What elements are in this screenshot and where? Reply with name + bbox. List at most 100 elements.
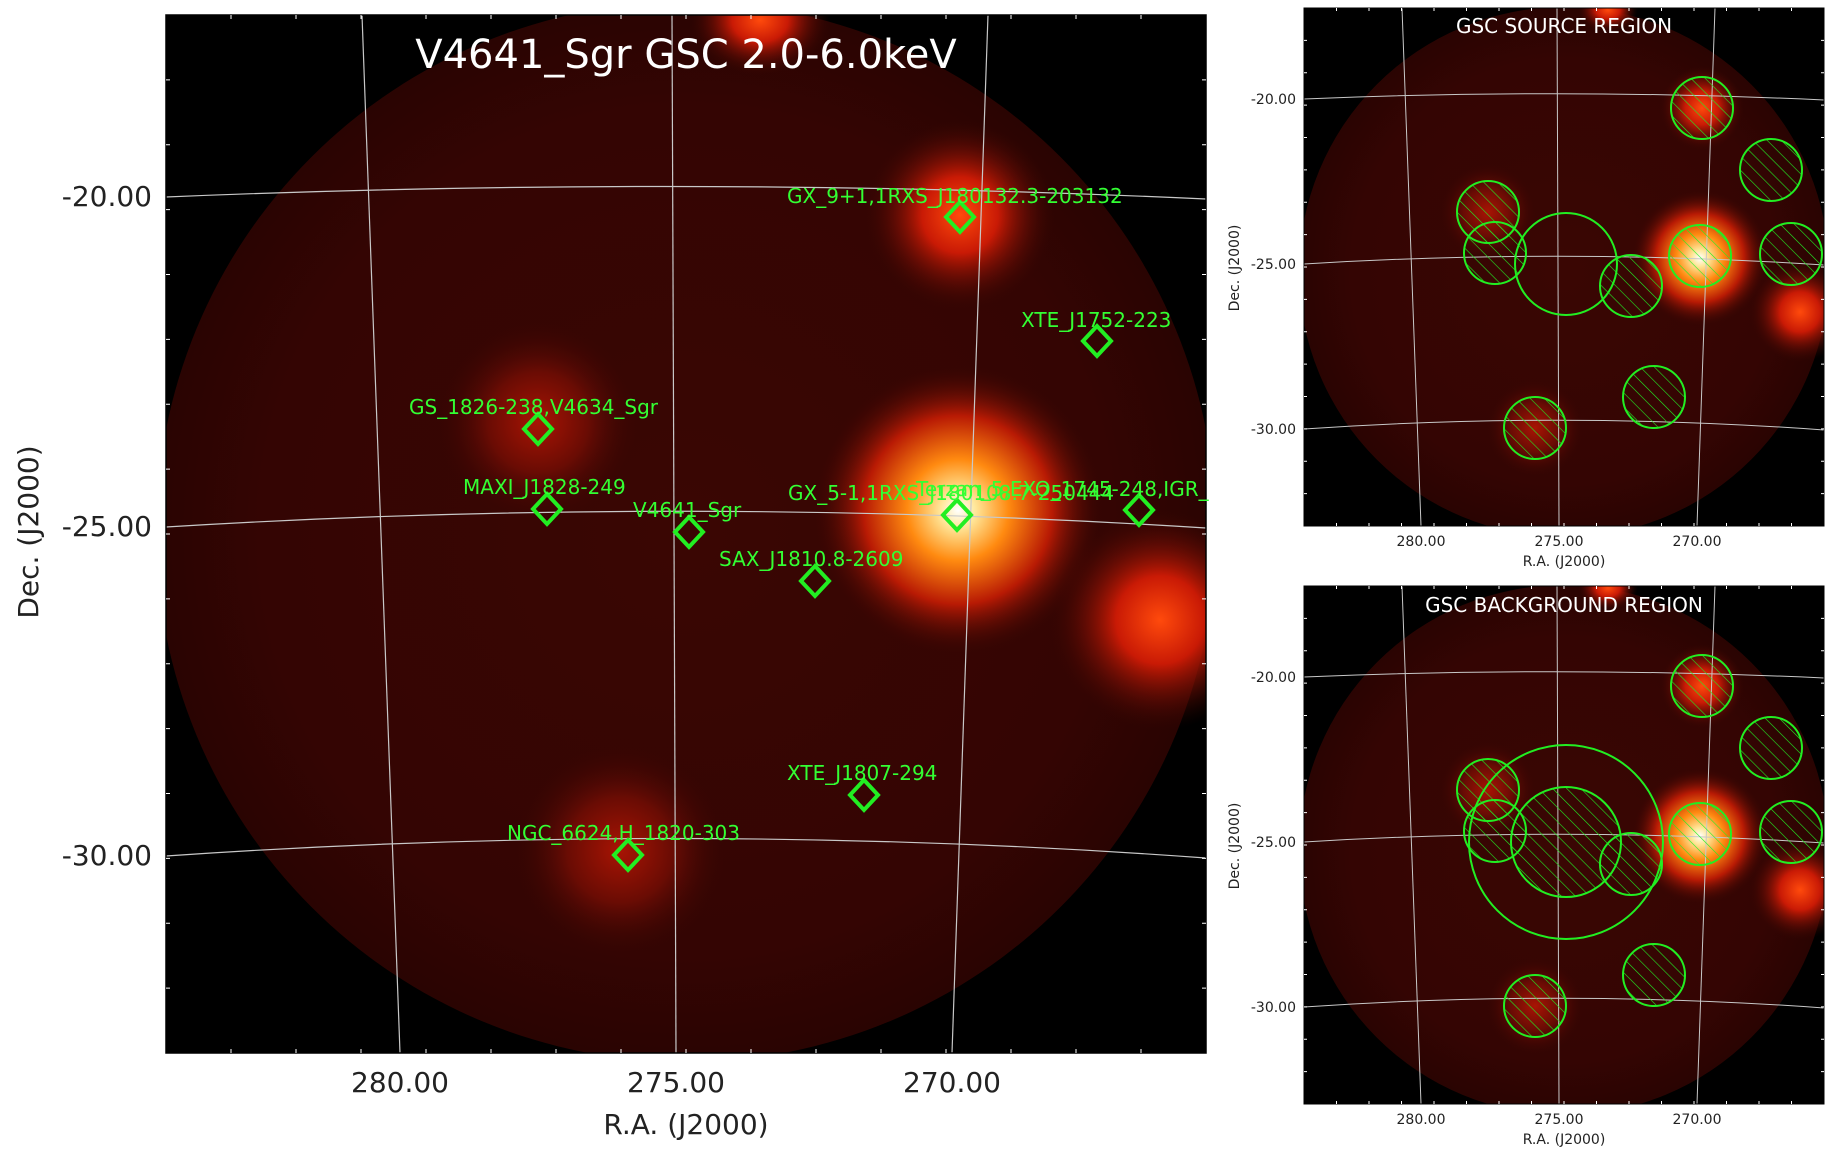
- source-label: XTE_J1807-294: [787, 761, 937, 785]
- x-tick-label: 270.00: [903, 1066, 1001, 1099]
- excluded-region: [1739, 716, 1803, 780]
- grid-line-dec: [166, 185, 1206, 200]
- main-x-axis-label: R.A. (J2000): [603, 1108, 768, 1141]
- main-y-ticks: -20.00 -25.00 -30.00: [62, 180, 152, 872]
- source-marker: [530, 491, 564, 527]
- excluded-region: [1503, 396, 1567, 460]
- source-label: NGC_6624,H_1820-303: [507, 821, 740, 845]
- source-x-ticks: 280.00 275.00 270.00: [1397, 534, 1722, 550]
- source-label: V4641_Sgr: [633, 498, 742, 522]
- y-tick-label: -25.00: [1251, 257, 1296, 273]
- background-x-ticks: 280.00 275.00 270.00: [1397, 1112, 1722, 1128]
- excluded-region: [1463, 221, 1527, 285]
- background-x-axis-label: R.A. (J2000): [1523, 1132, 1606, 1148]
- main-minor-ticks: [166, 15, 1206, 1053]
- grid-line-dec: [1304, 255, 1824, 266]
- grid-line-ra: [1401, 586, 1422, 1104]
- main-x-ticks: 280.00 275.00 270.00: [351, 1066, 1001, 1099]
- source-marker: [611, 837, 645, 873]
- grid-line-dec: [166, 837, 1206, 859]
- x-tick-label: 275.00: [627, 1066, 725, 1099]
- grid-line-ra: [361, 15, 401, 1053]
- excluded-region: [1759, 800, 1823, 864]
- emission-blob: [1750, 262, 1824, 362]
- source-labels: GX_9+1,1RXS_J180132.3-203132 XTE_J1752-2…: [409, 184, 1210, 845]
- coordinate-grid: [166, 15, 1206, 1053]
- grid-line-dec: [1304, 93, 1824, 101]
- source-x-axis-label: R.A. (J2000): [1523, 554, 1606, 570]
- y-tick-label: -30.00: [1251, 1000, 1296, 1016]
- background-panel-title: GSC BACKGROUND REGION: [1425, 593, 1703, 617]
- main-title: V4641_Sgr GSC 2.0-6.0keV: [415, 32, 957, 78]
- grid-line-ra: [951, 15, 989, 1053]
- source-label: GS_1826-238,V4634_Sgr: [409, 395, 659, 419]
- excluded-region: [1622, 943, 1686, 1007]
- excluded-region: [1503, 974, 1567, 1038]
- excluded-region: [1668, 224, 1732, 288]
- source-marker: [847, 777, 881, 813]
- emission-blob: [1578, 8, 1638, 32]
- region-circles: [1456, 654, 1823, 1038]
- source-marker: [798, 563, 832, 599]
- source-marker: [940, 497, 974, 533]
- source-label: GX_5-1,1RXS_J180108.7-250444: [788, 481, 1114, 505]
- source-region-panel: GSC SOURCE REGION -20.00 -25.00 -30.00 2…: [1227, 7, 1825, 570]
- region-circles: [1456, 76, 1823, 460]
- excluded-region: [1599, 832, 1663, 896]
- source-y-ticks: -20.00 -25.00 -30.00: [1251, 92, 1296, 438]
- x-tick-label: 280.00: [351, 1066, 449, 1099]
- background-minor-ticks: [1304, 586, 1824, 1104]
- grid-line-ra: [1401, 8, 1422, 526]
- x-tick-label: 275.00: [1535, 1112, 1584, 1128]
- source-label: SAX_J1810.8-2609: [719, 547, 903, 571]
- source-label: Terzan_5,EXO_1745-248,IGR_: [915, 477, 1210, 501]
- grid-line-dec: [1304, 671, 1824, 679]
- y-tick-label: -20.00: [1251, 670, 1296, 686]
- y-tick-label: -20.00: [62, 180, 152, 213]
- excluded-region: [1739, 138, 1803, 202]
- x-tick-label: 275.00: [1535, 534, 1584, 550]
- background-y-ticks: -20.00 -25.00 -30.00: [1251, 670, 1296, 1016]
- emission-blob: [690, 15, 830, 75]
- background-image: [1304, 586, 1824, 1104]
- source-marker: [1080, 323, 1114, 359]
- source-label: MAXI_J1828-249: [463, 475, 626, 499]
- x-tick-label: 280.00: [1397, 534, 1446, 550]
- excluded-region: [1670, 654, 1734, 718]
- background-region-panel: GSC BACKGROUND REGION -20.00 -25.00 -30.…: [1227, 585, 1825, 1148]
- source-marker: [1122, 492, 1156, 528]
- source-image: [1304, 8, 1824, 526]
- main-panel: V4641_Sgr GSC 2.0-6.0keV GX_9+1,1RXS_J18…: [12, 14, 1210, 1141]
- source-marker: [521, 411, 555, 447]
- x-tick-label: 270.00: [1673, 1112, 1722, 1128]
- grid-line-ra: [671, 15, 677, 1053]
- emission-blob: [1578, 586, 1638, 610]
- background-y-axis-label: Dec. (J2000): [1227, 803, 1243, 890]
- excluded-region: [1668, 802, 1732, 866]
- emission-blob: [1050, 510, 1206, 730]
- excluded-region: [1599, 254, 1663, 318]
- main-y-axis-label: Dec. (J2000): [12, 445, 45, 618]
- source-markers: [521, 199, 1156, 873]
- emission-blob: [813, 365, 1103, 655]
- emission-blob: [438, 322, 638, 522]
- x-tick-label: 270.00: [1673, 534, 1722, 550]
- x-tick-label: 280.00: [1397, 1112, 1446, 1128]
- emission-blob: [1750, 840, 1824, 940]
- excluded-region: [1670, 76, 1734, 140]
- y-tick-label: -30.00: [1251, 422, 1296, 438]
- excluded-region: [1622, 365, 1686, 429]
- source-minor-ticks: [1304, 8, 1824, 526]
- grid-line-dec: [166, 510, 1206, 529]
- excluded-region: [1463, 799, 1527, 863]
- source-y-axis-label: Dec. (J2000): [1227, 225, 1243, 312]
- source-marker: [943, 199, 977, 235]
- emission-blob: [865, 120, 1055, 310]
- source-label: GX_9+1,1RXS_J180132.3-203132: [787, 184, 1123, 208]
- y-tick-label: -25.00: [1251, 835, 1296, 851]
- y-tick-label: -30.00: [62, 839, 152, 872]
- source-label: XTE_J1752-223: [1021, 308, 1171, 332]
- source-panel-title: GSC SOURCE REGION: [1456, 14, 1672, 38]
- y-tick-label: -20.00: [1251, 92, 1296, 108]
